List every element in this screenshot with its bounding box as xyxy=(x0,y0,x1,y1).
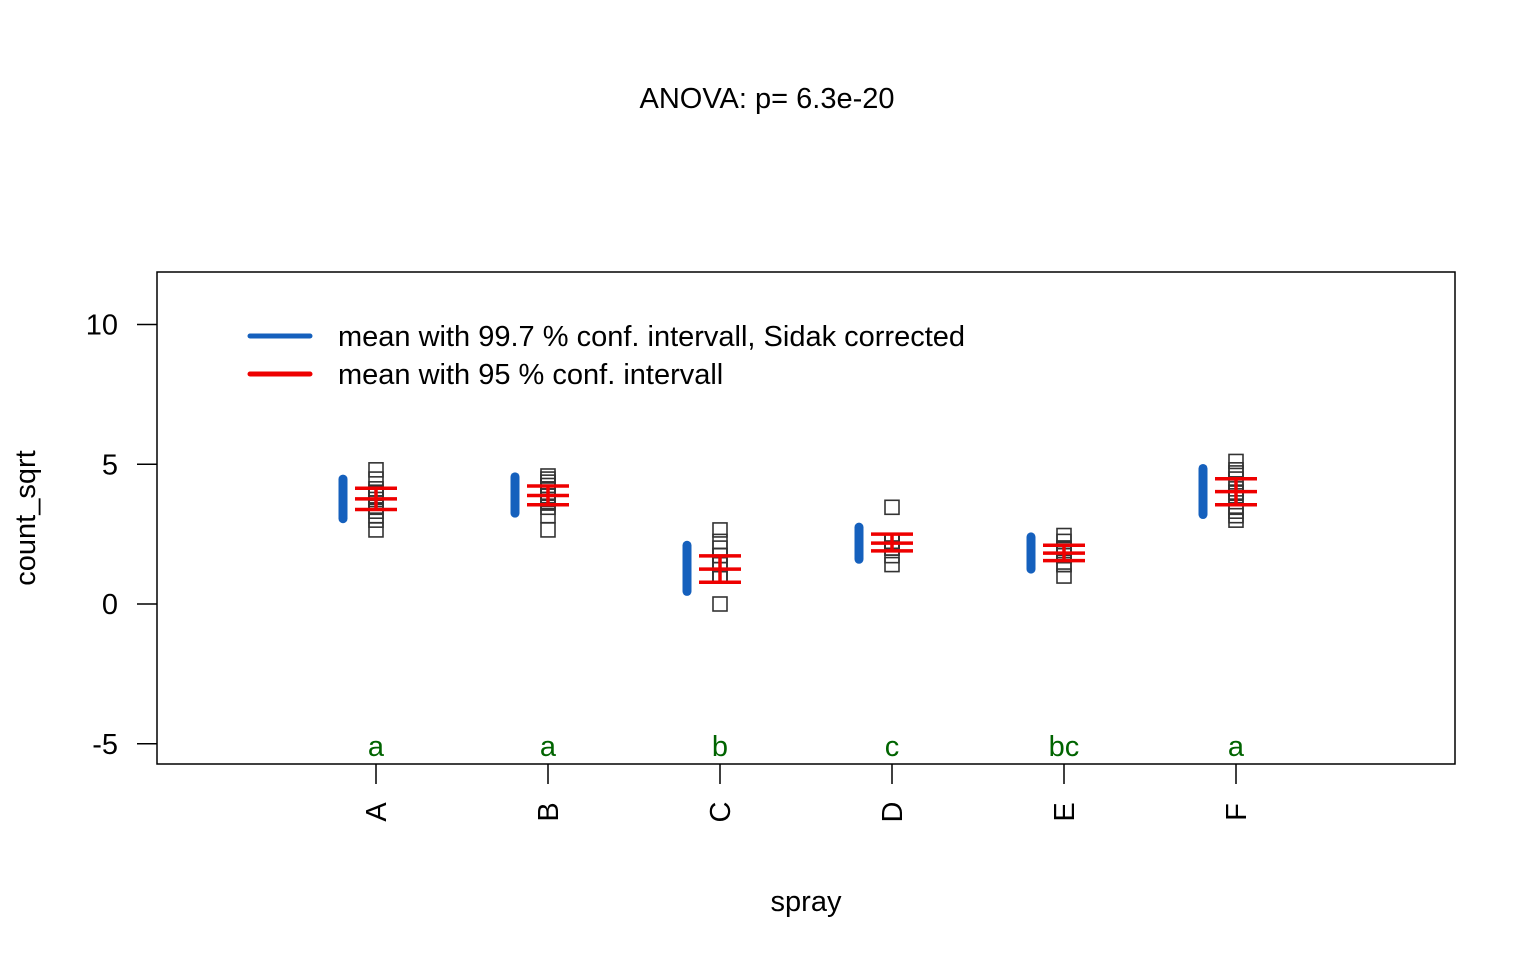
group-A: a xyxy=(338,462,397,763)
group-letter: b xyxy=(712,731,728,763)
y-axis: -5 0 5 10 xyxy=(86,310,157,761)
data-point xyxy=(368,522,384,538)
x-tick-label: B xyxy=(533,802,565,821)
x-axis: A B C D E F xyxy=(361,764,1253,822)
data-point xyxy=(1228,512,1244,528)
data-point xyxy=(368,512,384,528)
x-tick-label: E xyxy=(1049,802,1081,821)
x-tick-label: A xyxy=(361,802,393,822)
group-letter: a xyxy=(368,731,385,763)
data-point xyxy=(540,507,556,524)
data-point xyxy=(1056,568,1072,584)
group-B: a xyxy=(510,468,569,763)
legend: mean with 99.7 % conf. intervall, Sidak … xyxy=(247,321,965,391)
group-letter: a xyxy=(1228,731,1245,763)
data-point xyxy=(1056,527,1072,544)
data-point xyxy=(1228,462,1244,478)
data-point xyxy=(712,522,728,538)
legend-label: mean with 99.7 % conf. intervall, Sidak … xyxy=(338,321,965,353)
data-point xyxy=(540,522,556,538)
group-F: a xyxy=(1198,453,1257,763)
data-point xyxy=(1228,453,1244,470)
plot-marks: a a b c bc a xyxy=(338,453,1257,763)
group-C: b xyxy=(682,522,741,763)
group-letter: a xyxy=(540,731,557,763)
y-axis-label: count_sqrt xyxy=(10,450,42,585)
data-point xyxy=(884,499,900,516)
x-tick-label: C xyxy=(705,802,737,823)
group-D: c xyxy=(854,499,913,763)
data-point xyxy=(368,471,384,487)
data-point xyxy=(368,462,384,478)
data-point xyxy=(1228,507,1244,524)
data-point xyxy=(712,596,728,612)
x-tick-label: F xyxy=(1221,803,1253,821)
y-tick-label: -5 xyxy=(92,729,118,761)
group-E: bc xyxy=(1026,527,1085,763)
x-tick-label: D xyxy=(877,802,909,823)
x-axis-label: spray xyxy=(771,886,842,918)
y-tick-label: 0 xyxy=(102,589,118,621)
legend-label: mean with 95 % conf. intervall xyxy=(338,359,723,391)
group-letter: bc xyxy=(1049,731,1080,763)
data-point xyxy=(712,533,728,550)
data-point xyxy=(884,556,900,573)
data-point xyxy=(540,468,556,484)
y-tick-label: 5 xyxy=(102,449,118,481)
chart-title: ANOVA: p= 6.3e-20 xyxy=(640,83,895,115)
plot-frame xyxy=(156,271,1456,765)
group-letter: c xyxy=(885,731,900,763)
y-tick-label: 10 xyxy=(86,310,118,342)
